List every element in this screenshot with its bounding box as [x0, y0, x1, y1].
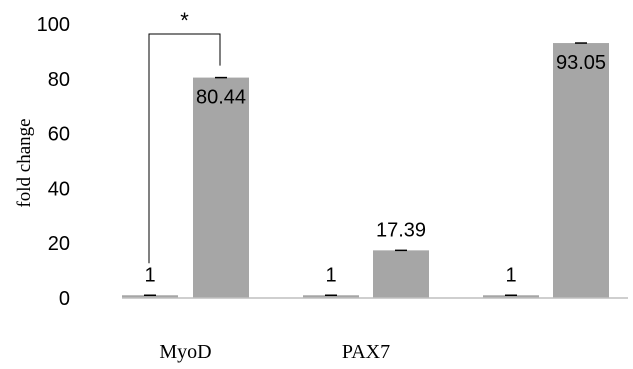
data-label: 1 [325, 264, 336, 286]
category-label: PAX7 [342, 341, 390, 363]
data-label: 1 [144, 264, 155, 286]
y-tick-label: 40 [48, 178, 70, 200]
y-axis: 0 20 40 60 80 100 [37, 14, 70, 310]
data-label: 80.44 [196, 87, 246, 109]
data-labels: 1 80.44 1 17.39 1 93.05 [144, 52, 606, 286]
y-tick-label: 0 [59, 288, 70, 310]
significance-mark: * [180, 8, 189, 33]
data-label: 93.05 [556, 52, 606, 74]
bar [553, 43, 609, 298]
y-axis-label: fold change [14, 118, 35, 207]
y-tick-label: 60 [48, 124, 70, 146]
bar [193, 77, 249, 299]
bars [122, 42, 609, 299]
significance-line [148, 33, 221, 264]
data-label: 17.39 [376, 219, 426, 241]
bar [303, 295, 359, 298]
y-tick-label: 100 [37, 14, 70, 36]
bar [483, 295, 539, 298]
bar [122, 295, 178, 298]
significance-bracket: * [148, 8, 221, 264]
category-label: MyoD [159, 341, 211, 363]
data-label: 1 [505, 264, 516, 286]
y-tick-label: 20 [48, 233, 70, 255]
y-tick-label: 80 [48, 69, 70, 91]
category-labels: MyoD PAX7 [159, 341, 390, 363]
bar [373, 250, 429, 298]
